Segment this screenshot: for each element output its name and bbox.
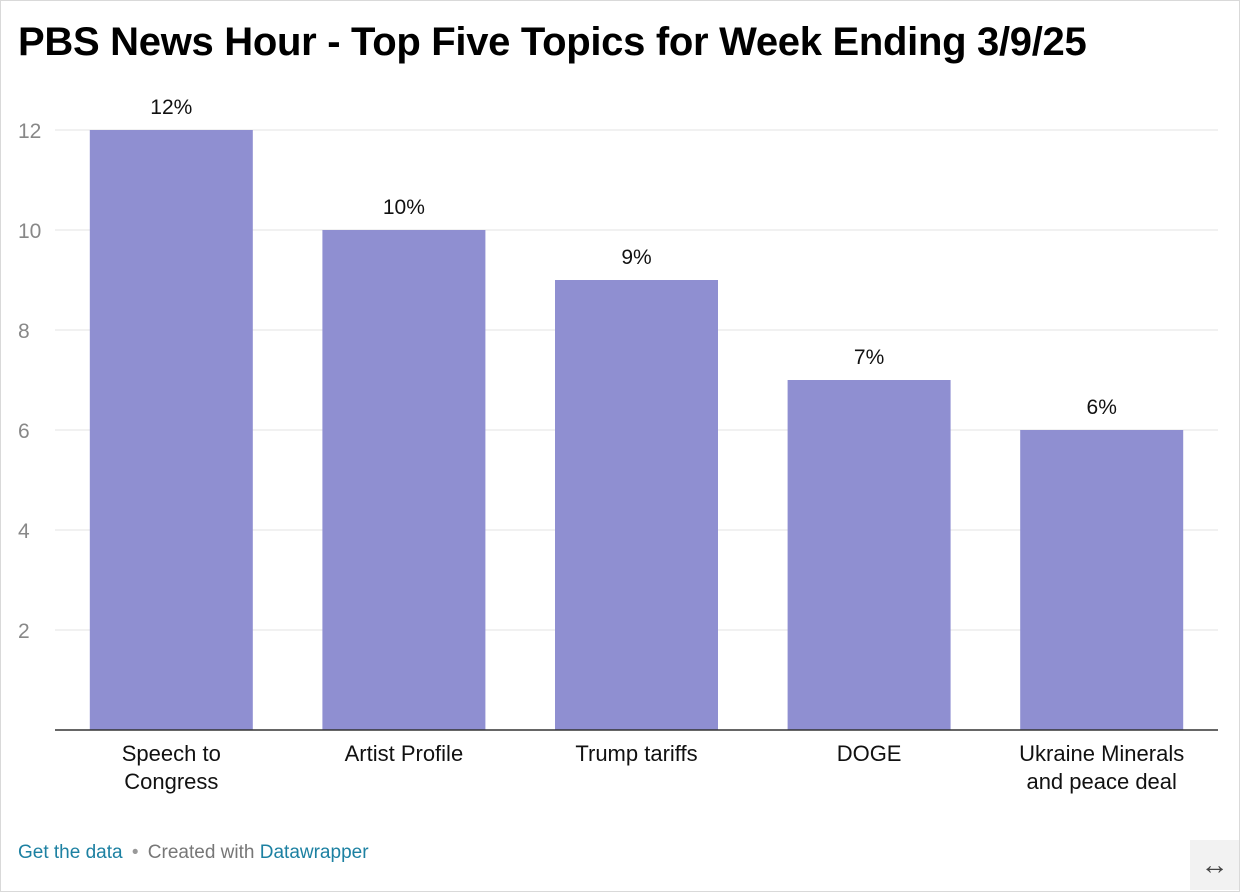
x-tick-label: DOGE xyxy=(837,741,902,766)
bar xyxy=(322,230,486,730)
x-tick-label: Artist Profile xyxy=(345,741,464,766)
chart-title: PBS News Hour - Top Five Topics for Week… xyxy=(18,20,1087,64)
bar-value-label: 9% xyxy=(621,246,651,269)
bar-value-label: 7% xyxy=(854,346,884,369)
bar-value-label: 10% xyxy=(383,196,425,219)
bar-value-label: 6% xyxy=(1087,396,1117,419)
x-tick-label: Trump tariffs xyxy=(575,741,697,766)
x-tick-label: Speech to xyxy=(122,741,221,766)
resize-arrows-icon[interactable]: ↔ xyxy=(1190,840,1239,890)
get-the-data-link[interactable]: Get the data xyxy=(18,842,123,863)
chart-footer: Get the data • Created with Datawrapper xyxy=(18,842,369,864)
y-tick-label: 4 xyxy=(18,520,30,543)
x-tick-label: and peace deal xyxy=(1026,769,1176,794)
y-tick-label: 2 xyxy=(18,620,30,643)
x-tick-label: Ukraine Minerals xyxy=(1019,741,1184,766)
y-tick-label: 12 xyxy=(18,120,41,143)
datawrapper-link[interactable]: Datawrapper xyxy=(259,842,369,863)
bar xyxy=(555,280,718,730)
x-tick-label: Congress xyxy=(124,769,218,794)
y-tick-label: 6 xyxy=(18,420,30,443)
created-with-text: Created with xyxy=(147,842,255,863)
y-tick-label: 10 xyxy=(18,220,41,243)
y-tick-label: 8 xyxy=(18,320,30,343)
bar xyxy=(787,380,951,730)
footer-separator: • xyxy=(131,842,139,863)
bar xyxy=(89,130,253,730)
bar xyxy=(1020,430,1184,730)
bar-value-label: 12% xyxy=(150,96,192,119)
